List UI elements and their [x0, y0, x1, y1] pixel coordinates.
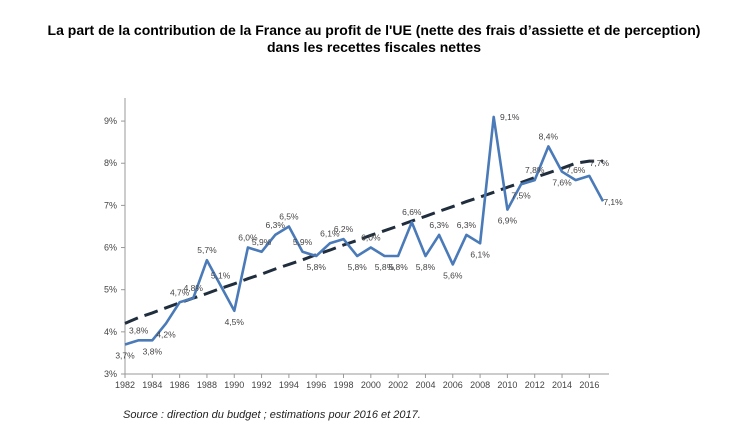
- x-tick-label: 1982: [115, 380, 135, 390]
- x-tick-label: 2000: [361, 380, 381, 390]
- data-label: 5,9%: [252, 237, 272, 247]
- data-label: 9,1%: [500, 112, 520, 122]
- y-tick-label: 6%: [104, 243, 117, 253]
- x-tick-label: 2014: [552, 380, 572, 390]
- data-label: 7,6%: [552, 178, 572, 188]
- data-label: 6,1%: [470, 249, 490, 259]
- data-label: 4,5%: [225, 317, 245, 327]
- chart-title-line-1: La part de la contribution de la France …: [47, 22, 701, 38]
- data-label: 6,3%: [266, 220, 286, 230]
- y-tick-label: 3%: [104, 369, 117, 379]
- data-label: 5,7%: [197, 245, 217, 255]
- x-tick-label: 1990: [224, 380, 244, 390]
- x-tick-label: 2006: [443, 380, 463, 390]
- data-label: 3,7%: [115, 350, 135, 360]
- data-label: 6,9%: [498, 216, 518, 226]
- chart-title-line-2: dans les recettes fiscales nettes: [266, 39, 481, 55]
- data-label: 6,6%: [402, 207, 422, 217]
- x-tick-label: 2016: [579, 380, 599, 390]
- data-label: 6,2%: [334, 224, 354, 234]
- data-label: 5,9%: [293, 237, 313, 247]
- data-label: 8,4%: [539, 131, 559, 141]
- y-tick-label: 4%: [104, 327, 117, 337]
- x-tick-label: 1992: [252, 380, 272, 390]
- x-tick-label: 2012: [525, 380, 545, 390]
- data-label: 5,8%: [416, 262, 436, 272]
- y-tick-label: 5%: [104, 285, 117, 295]
- x-tick-label: 2002: [388, 380, 408, 390]
- data-label: 5,6%: [443, 270, 463, 280]
- series-line: [124, 115, 605, 346]
- data-label: 5,8%: [388, 262, 408, 272]
- data-label: 5,8%: [347, 262, 367, 272]
- data-label: 6,3%: [457, 220, 477, 230]
- data-label: 5,8%: [307, 262, 327, 272]
- data-label: 7,6%: [566, 165, 586, 175]
- data-label: 4,8%: [184, 283, 204, 293]
- x-tick-label: 1998: [333, 380, 353, 390]
- data-label: 3,8%: [143, 346, 163, 356]
- data-label: 3,8%: [129, 325, 149, 335]
- data-label: 5,1%: [211, 270, 231, 280]
- data-label: 6,5%: [279, 211, 299, 221]
- x-tick-label: 1984: [142, 380, 162, 390]
- data-label: 4,7%: [170, 287, 190, 297]
- x-tick-label: 2008: [470, 380, 490, 390]
- data-label: 7,7%: [590, 158, 610, 168]
- data-label: 7,1%: [603, 197, 623, 207]
- data-label: 6,0%: [361, 233, 381, 243]
- data-label: 6,0%: [238, 233, 258, 243]
- data-label: 5,8%: [375, 262, 395, 272]
- x-tick-label: 1994: [279, 380, 299, 390]
- x-tick-label: 1988: [197, 380, 217, 390]
- trend-line: [124, 159, 603, 325]
- x-tick-label: 1986: [170, 380, 190, 390]
- x-tick-label: 2004: [415, 380, 435, 390]
- data-label: 7,5%: [511, 190, 531, 200]
- x-tick-label: 1996: [306, 380, 326, 390]
- data-label: 7,8%: [525, 165, 545, 175]
- y-tick-label: 9%: [104, 116, 117, 126]
- y-tick-label: 7%: [104, 200, 117, 210]
- data-label: 6,3%: [429, 220, 449, 230]
- x-tick-label: 2010: [497, 380, 517, 390]
- source-note: Source : direction du budget ; estimatio…: [123, 409, 421, 421]
- data-label: 4,2%: [156, 329, 176, 339]
- data-label: 6,1%: [320, 228, 340, 238]
- y-tick-label: 8%: [104, 158, 117, 168]
